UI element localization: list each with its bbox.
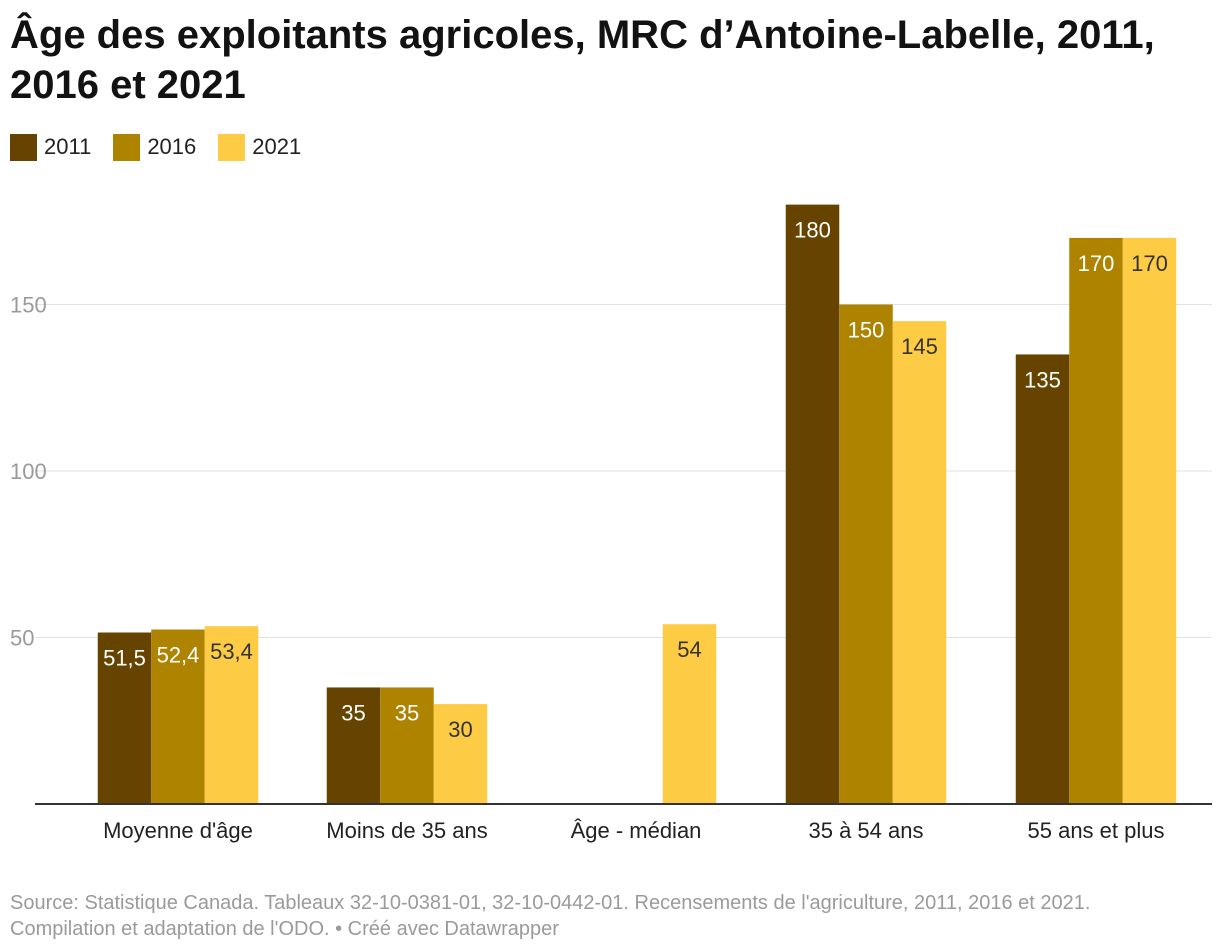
bar-2021-5 xyxy=(1122,237,1177,804)
bar-2021-1 xyxy=(204,626,259,804)
chart-legend: 2011 2016 2021 xyxy=(10,132,323,162)
bar-value-label-2021-3: 54 xyxy=(677,637,701,662)
credit-note: Compilation et adaptation de l'ODO. • Cr… xyxy=(10,918,559,940)
bar-value-label-2011-2: 35 xyxy=(341,700,365,725)
bar-2011-1 xyxy=(97,632,152,804)
legend-swatch-2016 xyxy=(113,133,141,161)
bar-2011-5 xyxy=(1015,354,1070,804)
bar-value-label-2016-2: 35 xyxy=(395,700,419,725)
bar-value-label-2016-5: 170 xyxy=(1078,251,1115,276)
x-category-label-4: 35 à 54 ans xyxy=(809,818,924,843)
source-note: Source: Statistique Canada. Tableaux 32-… xyxy=(10,892,1091,914)
x-category-label-3: Âge - médian xyxy=(571,818,702,843)
legend-swatch-2011 xyxy=(10,133,37,161)
legend-item-2011: 2011 xyxy=(10,133,92,161)
bar-2016-1 xyxy=(151,629,205,804)
legend-label-2021: 2021 xyxy=(252,134,302,159)
bar-2016-5 xyxy=(1069,237,1123,804)
y-tick-label-100: 100 xyxy=(10,459,47,484)
x-category-label-1: Moyenne d'âge xyxy=(103,818,253,843)
chart-footer: Source: Statistique Canada. Tableaux 32-… xyxy=(10,890,1210,942)
bar-2016-2 xyxy=(380,687,434,804)
bar-value-label-2016-1: 52,4 xyxy=(157,643,200,668)
bar-value-label-2011-1: 51,5 xyxy=(103,646,146,671)
bar-value-label-2011-4: 180 xyxy=(794,218,831,243)
bar-2011-4 xyxy=(785,204,840,805)
legend-label-2011: 2011 xyxy=(44,134,92,159)
bar-chart: 50 100 150 51,5 52,4 53,4 Moyenne d'âge 35 35 30 M… xyxy=(10,204,1212,843)
bar-value-label-2021-1: 53,4 xyxy=(210,639,253,664)
legend-item-2016: 2016 xyxy=(113,133,197,161)
bar-value-label-2021-5: 170 xyxy=(1131,251,1168,276)
legend-swatch-2021 xyxy=(218,133,246,161)
bar-value-label-2021-4: 145 xyxy=(901,334,938,359)
legend-label-2016: 2016 xyxy=(147,134,197,159)
bar-value-label-2021-2: 30 xyxy=(448,717,472,742)
x-category-label-5: 55 ans et plus xyxy=(1028,818,1165,843)
bar-2011-2 xyxy=(326,687,381,804)
y-tick-label-150: 150 xyxy=(10,293,47,318)
legend-item-2021: 2021 xyxy=(218,133,302,161)
chart-title: Âge des exploitants agricoles, MRC d’Ant… xyxy=(10,13,1155,107)
bar-2016-4 xyxy=(839,304,893,804)
bar-value-label-2011-5: 135 xyxy=(1024,367,1061,392)
bar-2021-2 xyxy=(433,704,488,804)
bar-2021-4 xyxy=(892,321,947,804)
bar-2021-3 xyxy=(662,624,717,804)
bar-value-label-2016-4: 150 xyxy=(848,318,885,343)
x-category-label-2: Moins de 35 ans xyxy=(326,818,487,843)
y-tick-label-50: 50 xyxy=(10,626,34,651)
